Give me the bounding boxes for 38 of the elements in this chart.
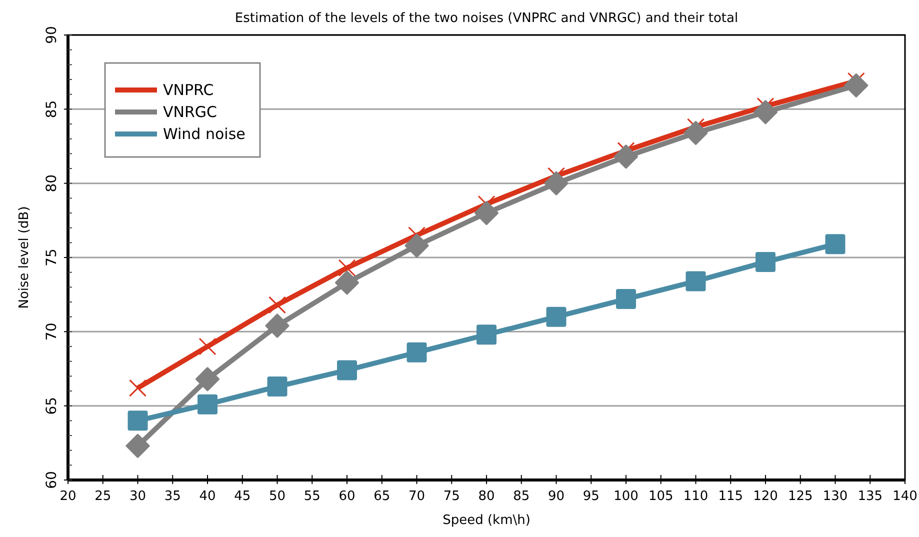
x-tick-label: 40 <box>199 489 216 504</box>
x-tick-label: 90 <box>548 489 565 504</box>
x-tick-label: 105 <box>648 489 674 504</box>
x-tick-label: 60 <box>338 489 356 504</box>
chart-title: Estimation of the levels of the two noises (VNPRC and VNRGC) and their total <box>234 11 738 26</box>
legend-label: Wind noise <box>163 125 246 143</box>
y-tick-label: 75 <box>44 248 60 266</box>
x-tick-label: 20 <box>60 489 76 504</box>
y-tick-label: 85 <box>44 100 60 118</box>
x-tick-label: 120 <box>753 489 778 504</box>
x-tick-label: 45 <box>234 489 251 504</box>
y-tick-label: 70 <box>44 322 60 341</box>
y-tick-label: 65 <box>44 396 60 415</box>
x-tick-label: 65 <box>374 489 390 504</box>
x-axis-title: Speed (km\h) <box>442 513 530 528</box>
x-tick-label: 25 <box>94 489 112 504</box>
x-tick-label: 95 <box>582 489 600 504</box>
x-tick-label: 50 <box>268 489 286 504</box>
y-tick-label: 90 <box>44 26 60 44</box>
x-tick-label: 85 <box>513 489 530 504</box>
x-tick-label: 135 <box>858 489 883 504</box>
x-tick-label: 125 <box>788 489 813 504</box>
x-tick-label: 115 <box>718 489 744 504</box>
x-tick-label: 110 <box>683 489 708 504</box>
x-tick-label: 80 <box>478 489 495 504</box>
legend-label: VNPRC <box>163 81 214 99</box>
y-tick-label: 80 <box>44 174 60 192</box>
x-tick-label: 130 <box>822 489 848 504</box>
x-tick-label: 140 <box>892 489 918 504</box>
x-tick-label: 70 <box>408 489 426 504</box>
y-axis-title: Noise level (dB) <box>17 206 32 309</box>
y-tick-label: 60 <box>44 471 60 489</box>
x-tick-label: 100 <box>614 489 638 504</box>
x-tick-label: 30 <box>129 489 146 504</box>
x-tick-label: 35 <box>164 489 181 504</box>
x-tick-label: 75 <box>443 489 460 504</box>
x-tick-label: 55 <box>304 489 320 504</box>
legend-label: VNRGC <box>163 103 218 121</box>
